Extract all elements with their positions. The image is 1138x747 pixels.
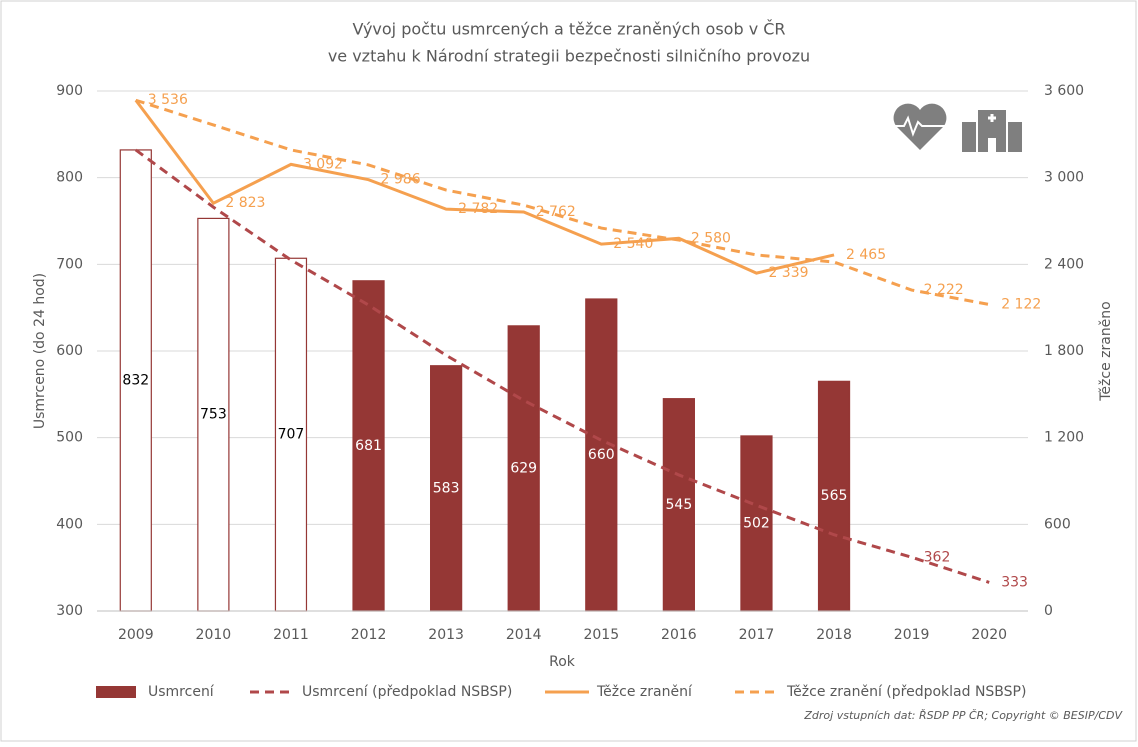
chart-subtitle: ve vztahu k Národní strategii bezpečnost…	[328, 47, 810, 66]
line-series	[135, 98, 990, 306]
y2-tick-label: 1 800	[1044, 343, 1084, 359]
bar	[662, 398, 695, 612]
bar	[817, 380, 851, 612]
chart-title: Vývoj počtu usmrcených a těžce zraněných…	[352, 20, 785, 39]
data-label: 2 339	[768, 265, 808, 281]
data-label: 2 762	[536, 204, 576, 220]
bar-label: 681	[355, 438, 382, 454]
y-tick-label: 600	[56, 343, 83, 359]
x-tick-label: 2018	[816, 627, 852, 643]
y2-tick-label: 2 400	[1044, 256, 1084, 272]
bar-label: 753	[200, 407, 227, 423]
x-tick-label: 2011	[273, 627, 309, 643]
x-tick-label: 2009	[118, 627, 154, 643]
bar	[274, 257, 308, 612]
x-axis-title: Rok	[549, 654, 576, 670]
line-series	[134, 148, 990, 584]
bar-label: 832	[122, 372, 149, 388]
data-label: 2 540	[613, 236, 653, 252]
bar-label: 565	[821, 488, 848, 504]
y2-tick-label: 600	[1044, 516, 1071, 532]
y-axis-title: Usmrceno (do 24 hod)	[32, 273, 48, 429]
y2-tick-label: 3 000	[1044, 170, 1084, 186]
data-label: 3 092	[303, 156, 343, 172]
data-label: 333	[1001, 574, 1028, 590]
data-label: 2 823	[225, 195, 265, 211]
y-tick-label: 800	[56, 170, 83, 186]
x-tick-label: 2019	[894, 627, 930, 643]
y2-axis-title: Těžce zraněno	[1098, 301, 1114, 402]
x-tick-label: 2012	[351, 627, 387, 643]
y2-tick-label: 0	[1044, 603, 1053, 619]
data-label: 2 580	[691, 230, 731, 246]
y2-tick-label: 3 600	[1044, 83, 1084, 99]
y-tick-label: 400	[56, 516, 83, 532]
bar	[740, 435, 773, 612]
bar	[352, 280, 385, 612]
legend-label: Těžce zranění (předpoklad NSBSP)	[786, 684, 1026, 700]
bar	[507, 325, 540, 612]
heart-icon	[890, 103, 950, 150]
data-label: 2 986	[381, 172, 421, 188]
legend-label: Těžce zranění	[596, 684, 693, 700]
data-label: 3 536	[148, 92, 188, 108]
x-tick-label: 2015	[583, 627, 619, 643]
y-tick-label: 300	[56, 603, 83, 619]
data-label: 2 122	[1001, 296, 1041, 312]
x-tick-label: 2016	[661, 627, 697, 643]
x-tick-label: 2014	[506, 627, 542, 643]
bar-label: 629	[510, 460, 537, 476]
legend-label: Usmrcení	[148, 684, 215, 700]
y2-tick-label: 1 200	[1044, 430, 1084, 446]
bar-label: 583	[433, 480, 460, 496]
x-tick-label: 2017	[739, 627, 775, 643]
bar-label: 545	[666, 497, 693, 513]
data-label: 2 782	[458, 201, 498, 217]
x-tick-label: 2010	[196, 627, 232, 643]
legend-swatch	[96, 686, 136, 698]
y-tick-label: 500	[56, 430, 83, 446]
legend-label: Usmrcení (předpoklad NSBSP)	[302, 684, 512, 700]
x-tick-label: 2013	[428, 627, 464, 643]
y-tick-label: 900	[56, 83, 83, 99]
x-tick-label: 2020	[971, 627, 1007, 643]
data-label: 2 465	[846, 247, 886, 263]
bar	[430, 365, 463, 612]
source-note: Zdroj vstupních dat: ŘSDP PP ČR; Copyrig…	[803, 709, 1123, 722]
hospital-icon	[962, 110, 1022, 152]
data-label: 2 222	[924, 282, 964, 298]
y-tick-label: 700	[56, 256, 83, 272]
line-series	[134, 99, 835, 275]
data-label: 362	[924, 549, 951, 565]
bar-label: 660	[588, 447, 615, 463]
bar-label: 502	[743, 515, 770, 531]
bar-label: 707	[278, 427, 305, 443]
